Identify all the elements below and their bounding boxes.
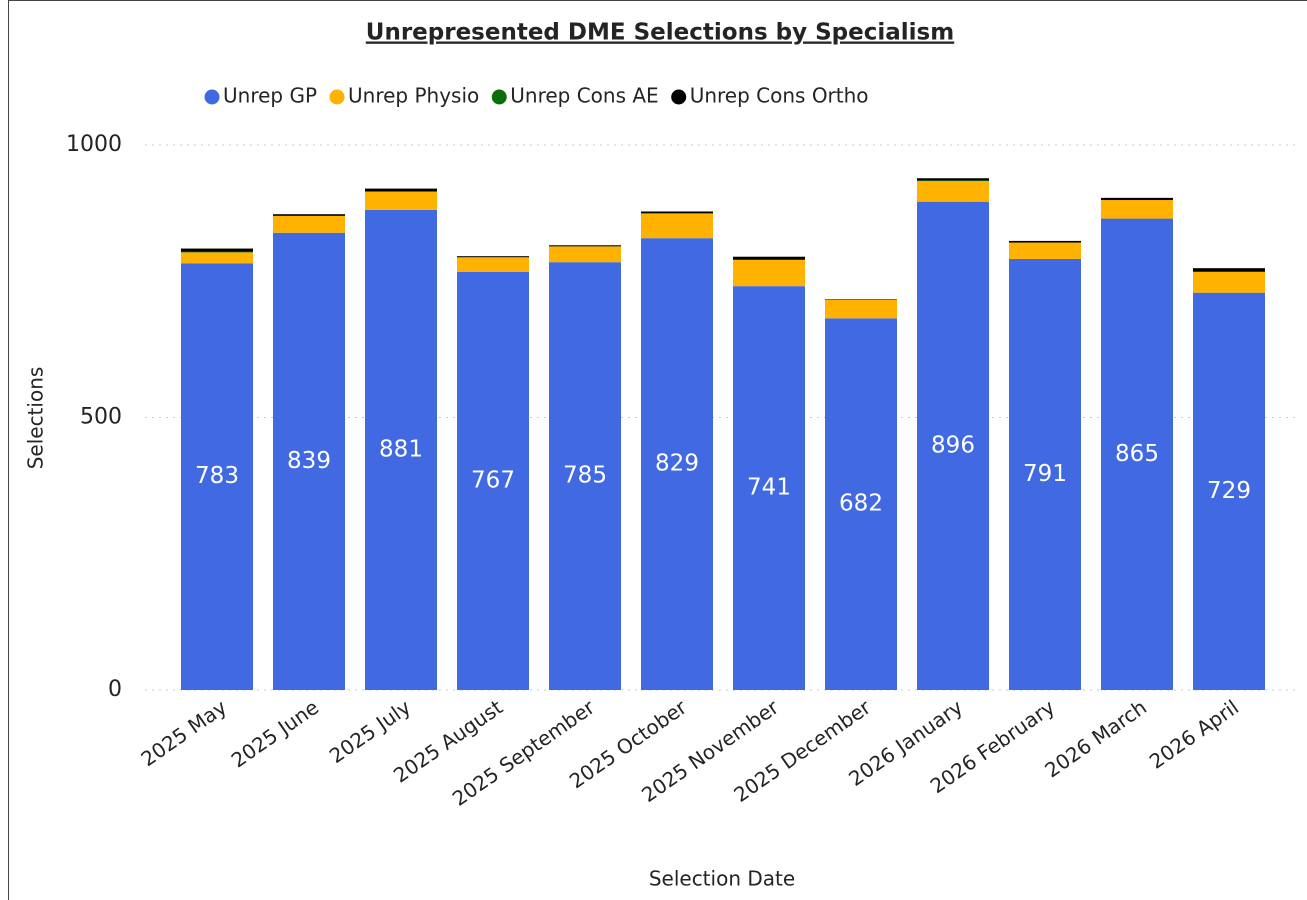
legend-label: Unrep GP bbox=[223, 84, 317, 108]
data-label: 829 bbox=[655, 451, 699, 477]
chart-title: Unrepresented DME Selections by Speciali… bbox=[366, 20, 954, 46]
bar-segment bbox=[641, 238, 713, 690]
data-label: 767 bbox=[471, 467, 515, 493]
bar-segment bbox=[641, 213, 713, 214]
bar-segment bbox=[1193, 271, 1265, 272]
bar-segment bbox=[825, 299, 897, 319]
bar-segment bbox=[917, 180, 989, 181]
bar-segment bbox=[549, 245, 621, 247]
bar-segment bbox=[181, 263, 253, 690]
bar-segment bbox=[733, 286, 805, 690]
bar-segment bbox=[1009, 242, 1081, 259]
bar-segment bbox=[733, 259, 805, 287]
bar-segment bbox=[181, 252, 253, 264]
legend-swatch bbox=[671, 89, 687, 105]
bar-segment bbox=[641, 213, 713, 239]
bar-segment bbox=[181, 248, 253, 252]
bar-segment bbox=[917, 180, 989, 202]
bar-segment bbox=[365, 188, 437, 192]
legend-label: Unrep Cons AE bbox=[510, 84, 658, 108]
bar-segment bbox=[181, 251, 253, 253]
legend-swatch bbox=[491, 89, 507, 105]
bar-segment bbox=[365, 191, 437, 210]
data-label: 791 bbox=[1023, 461, 1067, 487]
bar-segment bbox=[365, 209, 437, 691]
bar-segment bbox=[273, 215, 345, 233]
bar-segment bbox=[549, 246, 621, 263]
bar-segment bbox=[273, 214, 345, 216]
bar-segment bbox=[733, 259, 805, 260]
bar-segment bbox=[1009, 240, 1081, 243]
data-label: 785 bbox=[563, 463, 607, 489]
bar-segment bbox=[273, 232, 345, 690]
data-label: 741 bbox=[747, 475, 791, 501]
bar-segment bbox=[641, 211, 713, 214]
bar-segment bbox=[1101, 200, 1173, 219]
bar-segment bbox=[457, 271, 529, 690]
legend-swatch bbox=[329, 89, 345, 105]
data-label: 865 bbox=[1115, 441, 1159, 467]
bar-segment bbox=[1193, 268, 1265, 272]
bar-segment bbox=[1193, 292, 1265, 690]
bar-segment bbox=[733, 256, 805, 260]
y-tick-label: 0 bbox=[108, 677, 122, 702]
x-axis-title: Selection Date bbox=[649, 867, 795, 891]
bar-segment bbox=[457, 256, 529, 258]
bar-segment bbox=[917, 201, 989, 690]
bar-segment bbox=[825, 299, 897, 300]
data-label: 783 bbox=[195, 463, 239, 489]
y-tick-label: 500 bbox=[80, 405, 122, 430]
data-label: 729 bbox=[1207, 478, 1251, 504]
bar-segment bbox=[365, 191, 437, 192]
y-tick-label: 1000 bbox=[66, 132, 122, 157]
bar-segment bbox=[457, 257, 529, 272]
data-label: 896 bbox=[931, 432, 975, 458]
data-label: 839 bbox=[287, 448, 331, 474]
legend-label: Unrep Cons Ortho bbox=[690, 84, 869, 108]
bar-segment bbox=[1009, 258, 1081, 690]
y-axis-title: Selections bbox=[24, 367, 48, 470]
bar-segment bbox=[1101, 218, 1173, 690]
bar-segment bbox=[1193, 271, 1265, 293]
bar-segment bbox=[917, 178, 989, 181]
bar-segment bbox=[549, 262, 621, 690]
bar-segment bbox=[1101, 197, 1173, 201]
legend-label: Unrep Physio bbox=[348, 84, 479, 108]
data-label: 682 bbox=[839, 491, 883, 517]
legend-swatch bbox=[204, 89, 220, 105]
data-label: 881 bbox=[379, 436, 423, 462]
bar-segment bbox=[825, 318, 897, 690]
